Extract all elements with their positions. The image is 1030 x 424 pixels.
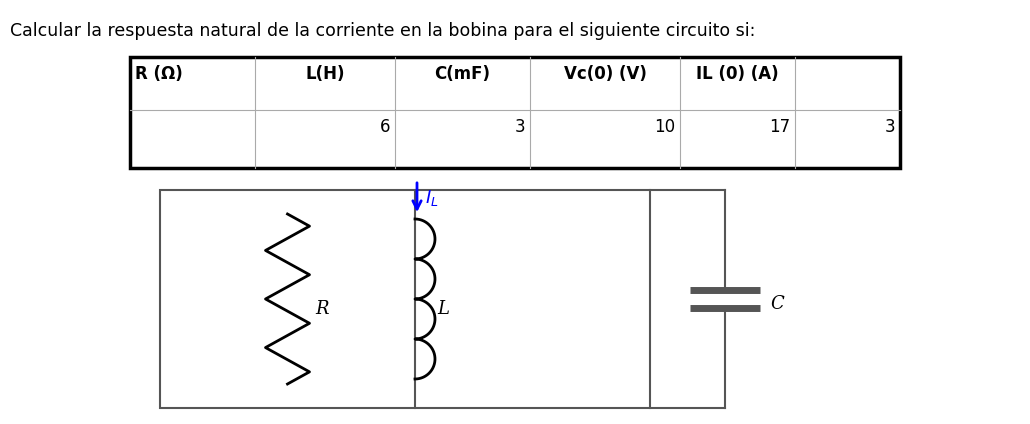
Text: 10: 10 — [654, 118, 675, 136]
Text: L: L — [437, 300, 449, 318]
Text: Vc(0) (V): Vc(0) (V) — [563, 65, 647, 83]
Text: 3: 3 — [514, 118, 525, 136]
Text: 6: 6 — [379, 118, 390, 136]
Text: $I_L$: $I_L$ — [425, 188, 439, 208]
Text: L(H): L(H) — [305, 65, 345, 83]
Text: R (Ω): R (Ω) — [135, 65, 182, 83]
Text: R: R — [315, 300, 329, 318]
Bar — [130, 57, 900, 168]
Text: Calcular la respuesta natural de la corriente en la bobina para el siguiente cir: Calcular la respuesta natural de la corr… — [10, 22, 755, 40]
Text: 3: 3 — [885, 118, 895, 136]
Text: C: C — [770, 295, 784, 313]
Text: 17: 17 — [768, 118, 790, 136]
Text: C(mF): C(mF) — [435, 65, 490, 83]
Bar — [160, 190, 650, 408]
Text: IL (0) (A): IL (0) (A) — [696, 65, 779, 83]
